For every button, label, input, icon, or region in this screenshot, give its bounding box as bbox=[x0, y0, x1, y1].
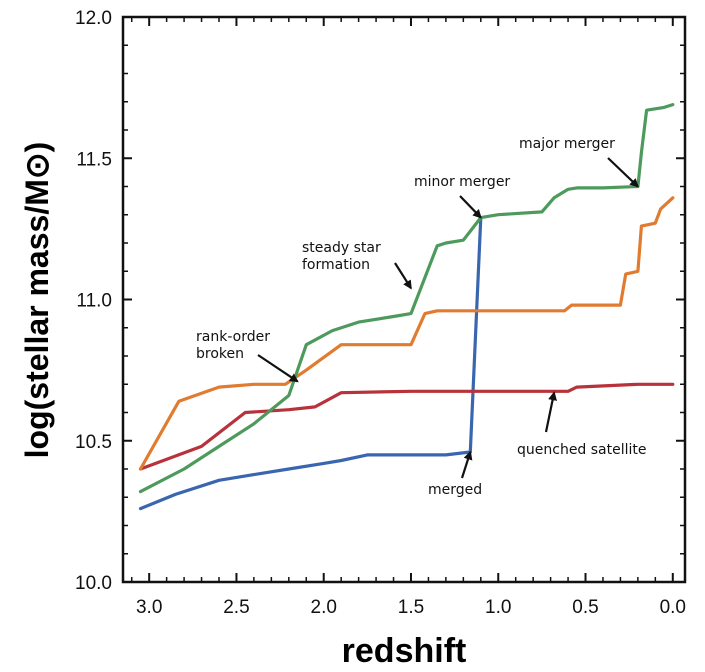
x-tick-label: 0.0 bbox=[660, 597, 686, 618]
annotation-arrow bbox=[544, 391, 557, 433]
x-tick-label: 1.0 bbox=[485, 597, 511, 618]
y-tick-label: 11.5 bbox=[76, 149, 112, 170]
annotation-label: merged bbox=[428, 482, 482, 498]
annotations: major merger minor merger steady star forma… bbox=[196, 136, 647, 498]
annotation-label: quenched satellite bbox=[517, 442, 647, 458]
y-tick-label: 11.0 bbox=[76, 291, 112, 312]
annotation-arrow bbox=[459, 195, 482, 219]
y-tick-label: 10.5 bbox=[75, 432, 112, 453]
annotation-label: major merger bbox=[519, 136, 615, 152]
y-tick-label: 12.0 bbox=[75, 8, 112, 29]
x-tick-label: 3.0 bbox=[136, 597, 162, 618]
y-tick-label: 10.0 bbox=[75, 573, 112, 594]
annotation-arrow bbox=[460, 450, 473, 479]
annotation-arrow bbox=[257, 354, 299, 383]
plot-frame bbox=[121, 15, 687, 584]
annotation-line: major merger bbox=[519, 136, 615, 152]
series-lines bbox=[138, 102, 675, 511]
annotation-line: rank-order bbox=[196, 329, 270, 345]
x-tick-label: 2.0 bbox=[311, 597, 337, 618]
y-axis-title: log(stellar mass/M⊙) bbox=[19, 142, 55, 459]
annotation-line: steady star bbox=[302, 240, 381, 256]
annotation-line: merged bbox=[428, 482, 482, 498]
series-line-2 bbox=[138, 382, 675, 471]
series-line-1 bbox=[138, 216, 483, 511]
annotation-line: broken bbox=[196, 346, 244, 362]
x-tick-label: 2.5 bbox=[223, 597, 249, 618]
annotation-label: steady star formation bbox=[302, 240, 381, 273]
x-tick-label: 0.5 bbox=[572, 597, 598, 618]
annotation-label: minor merger bbox=[414, 174, 510, 190]
series-line-3 bbox=[138, 196, 675, 471]
annotation-arrow bbox=[394, 262, 412, 290]
annotation-line: quenched satellite bbox=[517, 442, 647, 458]
x-tick-label: 1.5 bbox=[398, 597, 424, 618]
axis-ticks: 3.0 2.5 2.0 1.5 1.0 0.5 0.0 10.0 10.5 11.0 11.5 12.… bbox=[75, 8, 686, 618]
annotation-line: formation bbox=[302, 257, 370, 273]
x-axis-title: redshift bbox=[342, 632, 467, 670]
annotation-arrow bbox=[607, 157, 639, 188]
annotation-line: minor merger bbox=[414, 174, 510, 190]
annotation-label: rank-order broken bbox=[196, 329, 270, 362]
